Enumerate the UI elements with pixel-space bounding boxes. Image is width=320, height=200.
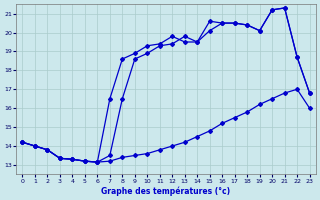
X-axis label: Graphe des températures (°c): Graphe des températures (°c) <box>101 186 231 196</box>
